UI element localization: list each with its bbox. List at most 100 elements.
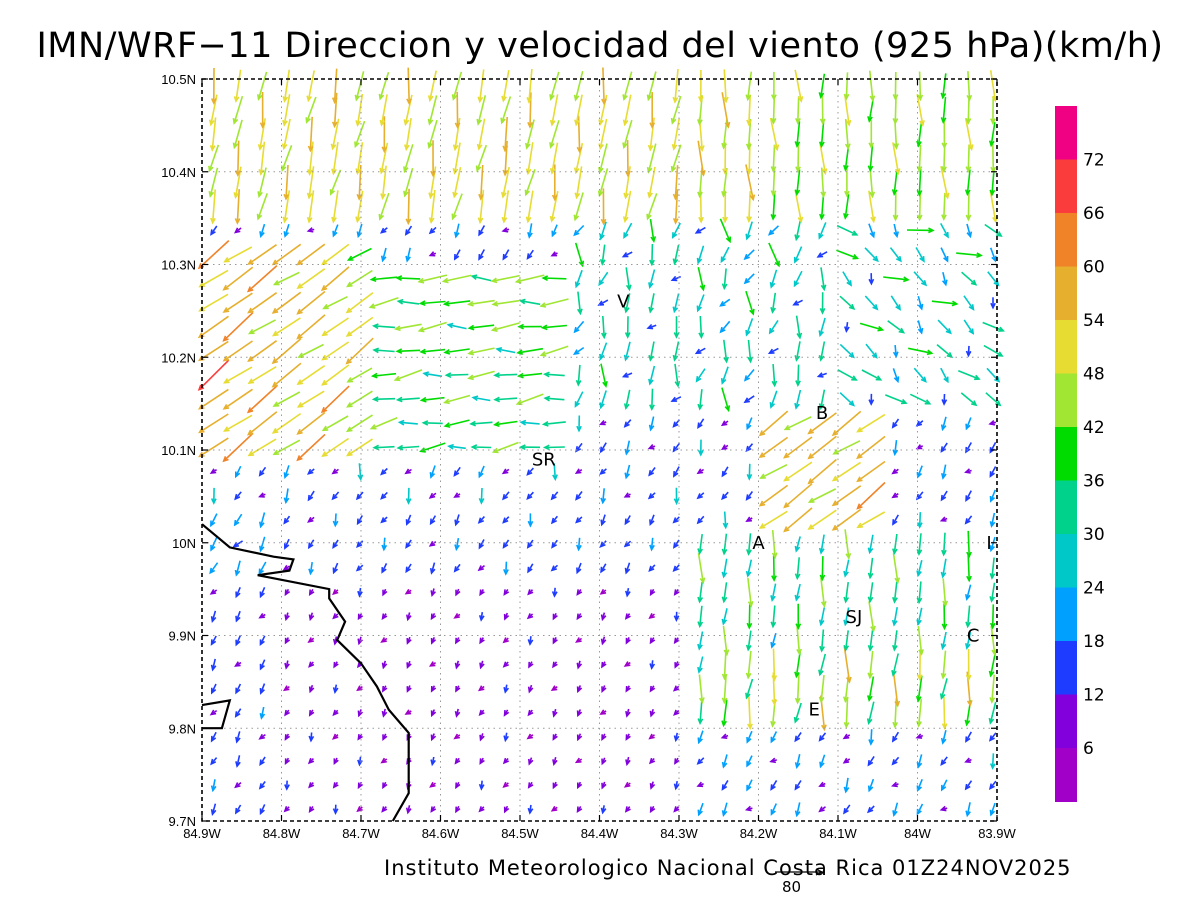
wind-vector <box>917 71 924 102</box>
wind-vector <box>403 144 414 174</box>
wind-vector-shaft <box>745 678 754 698</box>
wind-vector <box>368 297 399 309</box>
wind-vector-shaft <box>501 96 512 123</box>
wind-vector-shaft <box>883 276 909 281</box>
wind-vector-head <box>965 810 971 818</box>
x-tick-label: 84.7W <box>342 826 380 841</box>
wind-vector <box>330 118 340 151</box>
wind-vector-shaft <box>257 193 268 220</box>
wind-vector-head <box>306 468 314 475</box>
wind-vector <box>672 516 680 524</box>
wind-vector-head <box>770 117 777 125</box>
wind-vector-head <box>210 758 217 766</box>
wind-vector-head <box>517 323 524 330</box>
wind-vector-shaft <box>574 346 585 355</box>
wind-vector-head <box>989 471 995 478</box>
wind-vector-head <box>429 472 436 479</box>
wind-vector <box>370 372 397 379</box>
wind-vector-head <box>259 521 265 529</box>
wind-vector-head <box>259 122 266 130</box>
wind-vector-shaft <box>943 144 946 172</box>
wind-vector-head <box>600 566 606 574</box>
wind-vector <box>770 779 778 791</box>
wind-vector-head <box>867 596 874 604</box>
wind-vector-shaft <box>371 416 398 430</box>
wind-vector-head <box>867 165 874 173</box>
wind-vector <box>281 118 291 151</box>
wind-vector-head <box>916 189 923 197</box>
wind-vector-head <box>670 275 678 282</box>
wind-vector <box>332 781 339 789</box>
wind-vector-shaft <box>602 315 605 338</box>
wind-vector-head <box>869 231 875 239</box>
wind-vector <box>958 370 981 381</box>
wind-vector <box>916 168 923 197</box>
wind-vector-head <box>284 784 290 791</box>
wind-vector <box>574 269 583 289</box>
wind-vector <box>470 444 492 451</box>
wind-vector-head <box>478 542 484 550</box>
wind-vector-shaft <box>496 348 516 354</box>
wind-vector-shaft <box>721 366 729 384</box>
wind-vector <box>963 295 975 311</box>
wind-vector <box>892 345 899 359</box>
wind-vector <box>844 322 850 334</box>
wind-vector-shaft <box>574 71 584 100</box>
wind-vector-head <box>622 119 629 127</box>
wind-vector-head <box>746 423 752 431</box>
wind-vector-head <box>551 194 558 202</box>
wind-vector-shaft <box>599 342 608 360</box>
wind-vector-shaft <box>430 465 436 478</box>
wind-vector-head <box>455 782 461 790</box>
wind-vector-head <box>549 142 555 149</box>
wind-vector-head <box>892 721 899 729</box>
wind-vector-head <box>393 375 401 382</box>
wind-vector-head <box>622 94 628 102</box>
wind-vector-shaft <box>257 71 268 100</box>
wind-vector <box>308 732 315 743</box>
x-tick-label: 84.4W <box>581 826 619 841</box>
wind-vector-shaft <box>697 552 704 583</box>
wind-vector-shaft <box>404 167 414 196</box>
wind-vector-head <box>721 493 728 501</box>
wind-vector-head <box>818 781 825 787</box>
wind-vector-shaft <box>820 167 825 197</box>
wind-vector <box>210 635 217 646</box>
wind-vector <box>960 392 978 407</box>
wind-vector <box>697 552 706 585</box>
wind-vector-head <box>502 145 509 153</box>
wind-vector-shaft <box>332 141 339 174</box>
wind-vector-head <box>843 644 850 652</box>
wind-vector-head <box>747 356 754 364</box>
wind-vector-head <box>794 697 801 705</box>
wind-vector-shaft <box>553 463 557 480</box>
wind-vector-shaft <box>420 300 446 305</box>
wind-vector <box>573 71 584 102</box>
wind-vector <box>939 678 948 701</box>
wind-vector-head <box>941 399 948 406</box>
wind-vector-head <box>491 447 499 454</box>
wind-vector <box>257 71 268 101</box>
wind-vector <box>403 167 414 198</box>
wind-vector-head <box>818 354 825 362</box>
wind-vector <box>867 778 875 793</box>
wind-vector-head <box>455 637 461 645</box>
wind-vector <box>794 169 801 197</box>
wind-vector <box>575 637 583 643</box>
wind-vector-shaft <box>984 223 1002 237</box>
wind-vector <box>939 223 949 239</box>
wind-vector-head <box>232 142 239 150</box>
wind-vector-head <box>964 189 971 197</box>
wind-vector <box>542 444 565 451</box>
wind-vector <box>528 661 534 669</box>
wind-vector-head <box>671 232 678 239</box>
wind-vector-head <box>576 782 583 790</box>
wind-vector-head <box>541 421 549 427</box>
wind-vector-shaft <box>894 440 898 455</box>
wind-vector-head <box>478 497 485 505</box>
wind-vector <box>321 437 350 458</box>
wind-vector-head <box>403 119 410 127</box>
wind-vector <box>355 142 364 176</box>
wind-vector <box>794 583 801 602</box>
wind-vector-head <box>745 94 752 102</box>
